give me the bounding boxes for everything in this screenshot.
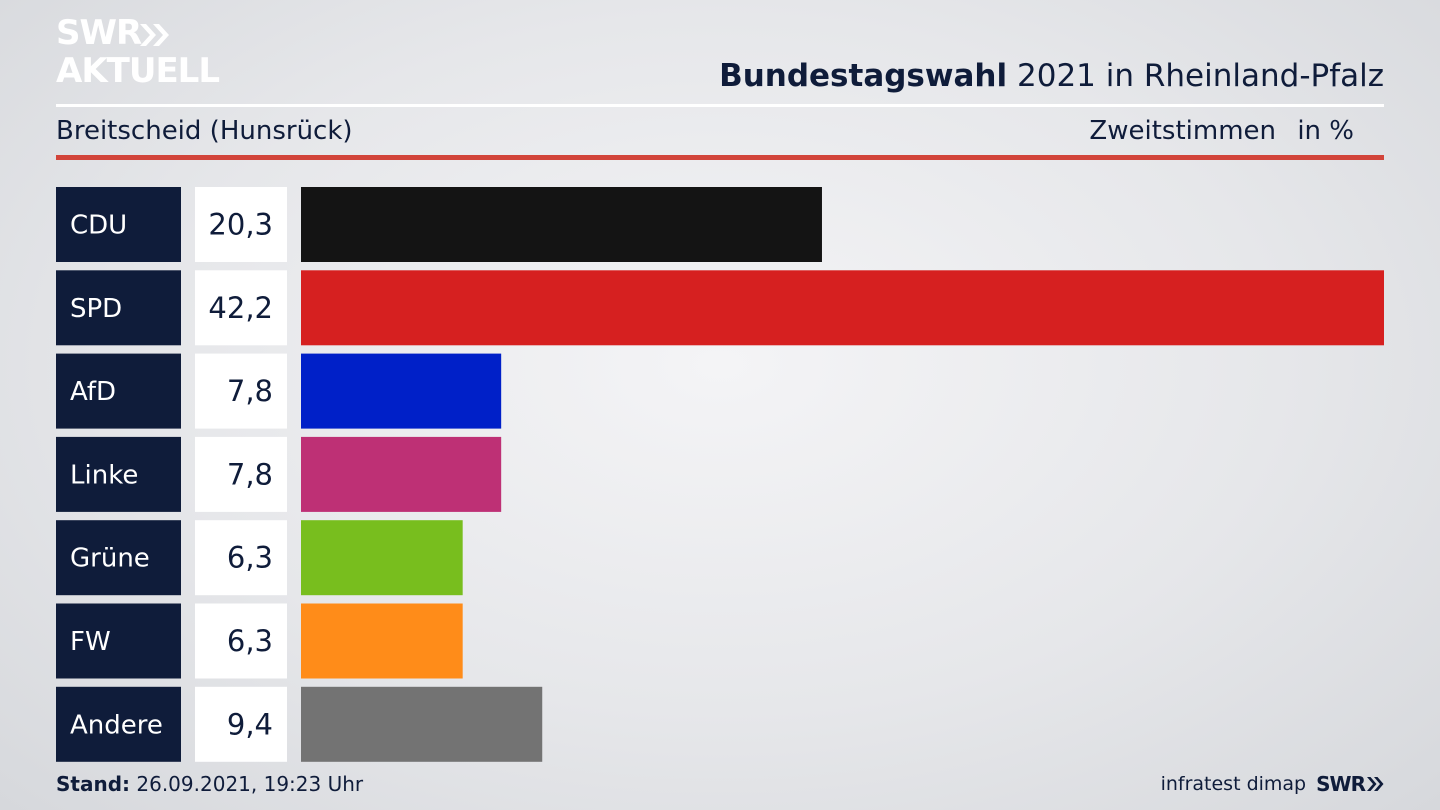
title-bold: Bundestagswahl: [719, 58, 1008, 94]
party-label-spd: SPD: [70, 294, 122, 324]
logo-chevrons-icon: [140, 24, 169, 46]
value-label-fw: 6,3: [227, 624, 273, 658]
title-rest: 2021 in Rheinland-Pfalz: [1017, 58, 1384, 94]
value-label-afd: 7,8: [227, 374, 273, 408]
bar-spd: [301, 270, 1384, 346]
stand-value: 26.09.2021, 19:23 Uhr: [136, 772, 364, 796]
value-box-afd: [195, 353, 287, 429]
value-label-andere: 9,4: [227, 707, 273, 741]
party-label-box-afd: [56, 353, 181, 429]
party-label-fw: FW: [70, 627, 111, 657]
party-label-afd: AfD: [70, 377, 116, 407]
value-box-linke: [195, 436, 287, 512]
bar-andere: [301, 686, 543, 762]
accent-divider: [56, 155, 1384, 160]
value-box-grune: [195, 520, 287, 596]
party-label-linke: Linke: [70, 460, 138, 490]
bar-cdu: [301, 187, 822, 262]
unit-label: in %: [1297, 116, 1354, 146]
value-box-spd: [195, 270, 287, 346]
value-box-fw: [195, 603, 287, 679]
bar-afd: [301, 353, 502, 429]
metric-label: Zweitstimmen: [1089, 116, 1276, 146]
brand-chevrons-icon: [1367, 777, 1384, 791]
title-divider: [56, 104, 1384, 107]
party-label-box-spd: [56, 270, 181, 346]
page-title: Bundestagswahl 2021 in Rheinland-Pfalz: [719, 58, 1384, 94]
stand-label: Stand:: [56, 772, 131, 796]
value-label-cdu: 20,3: [208, 208, 273, 242]
party-label-cdu: CDU: [70, 211, 127, 241]
value-label-linke: 7,8: [227, 457, 273, 491]
logo-line-1: SWR: [56, 13, 142, 53]
swr-aktuell-logo: SWR AKTUELL: [56, 16, 236, 92]
swr-brand: SWR: [1316, 772, 1384, 796]
timestamp: Stand: 26.09.2021, 19:23 Uhr: [56, 772, 363, 796]
party-label-andere: Andere: [70, 710, 163, 740]
source-label: infratest dimap: [1160, 773, 1307, 795]
source-credit: infratest dimap SWR: [1161, 772, 1384, 796]
value-label-grune: 6,3: [227, 541, 273, 575]
party-label-box-andere: [56, 686, 181, 762]
party-label-box-grune: [56, 520, 181, 596]
bar-grune: [301, 520, 463, 596]
bar-fw: [301, 603, 463, 679]
bar-linke: [301, 436, 502, 512]
party-label-grune: Grüne: [70, 544, 150, 574]
swr-brand-text: SWR: [1316, 772, 1366, 796]
logo-line-2: AKTUELL: [56, 51, 220, 91]
party-label-box-fw: [56, 603, 181, 679]
party-label-box-linke: [56, 436, 181, 512]
value-label-spd: 42,2: [208, 291, 273, 325]
value-box-cdu: [195, 187, 287, 262]
party-label-box-cdu: [56, 187, 181, 262]
value-box-andere: [195, 686, 287, 762]
region-label: Breitscheid (Hunsrück): [56, 116, 353, 146]
